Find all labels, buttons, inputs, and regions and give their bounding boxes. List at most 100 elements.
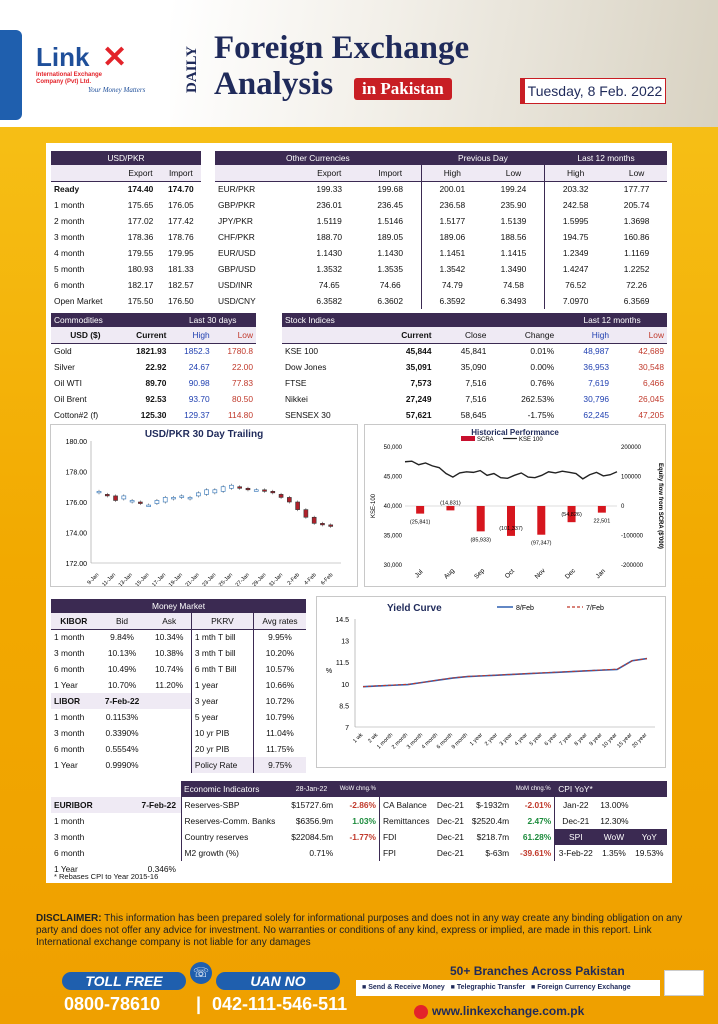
candle (245, 487, 251, 491)
yield-curve-chart: Yield Curve 8/Feb 7/Feb 14.5 13 11.5 10 8.5 7% 1 … (316, 596, 666, 768)
table-row: Oil Brent 92.53 93.70 80.50 (54, 394, 253, 404)
cpi-footnote: * Rebases CPI to Year 2015-16 (54, 872, 159, 881)
economic-indicators-section: Economic Indicators 28-Jan-22 WoW chng.%… (51, 781, 667, 877)
y-left-tick: 35,000 (384, 534, 403, 540)
x-tick-label: 5 year (529, 732, 544, 747)
candle (212, 489, 218, 494)
table-row: USD/INR 74.65 74.66 74.79 74.58 76.52 72.26 (215, 277, 667, 293)
candle (113, 495, 118, 501)
table-row: 1 Year 0.9990% Policy Rate 9.75% (51, 757, 306, 773)
candle (179, 495, 185, 498)
candle (104, 494, 110, 497)
y-right-label: Equity flow from SCRA ($'000) (657, 463, 663, 549)
candle (229, 484, 234, 489)
uan-number: 042-111-546-511 (212, 994, 348, 1014)
table-row: 5 month 180.93 181.33 (54, 264, 194, 274)
footer: TOLL FREE ☏ UAN NO 0800-78610 | 042-111-… (0, 962, 718, 1024)
uan-label: UAN NO (216, 972, 340, 990)
x-tick-label: 21-Jan (185, 572, 201, 586)
table-row: USD/CNY 6.3582 6.3602 6.3592 6.3493 7.0970 6.3… (215, 293, 667, 309)
x-tick-label: 1 wk (352, 732, 364, 744)
y-tick-label: 14.5 (335, 617, 349, 624)
table-row: 3 month 10.13% 10.38% 3 mth T bill 10.20% (51, 645, 306, 661)
table-row: KSE 100 45,844 45,841 0.01% 48,987 42,689 (285, 346, 664, 357)
x-tick-label: 11-Jan (101, 572, 117, 586)
x-tick-label: 10 year (601, 732, 618, 749)
yield-series-line (362, 658, 648, 688)
money-market-table: Money Market KIBOR Bid Ask PKRV Avg rates 1 … (51, 599, 306, 773)
x-tick-label: 3 year (499, 732, 514, 747)
x-tick-label: 15 year (616, 732, 633, 749)
stock-indices-table: Stock Indices Last 12 months Current Close… (282, 313, 667, 423)
table-row: 6 month M2 growth (%) 0.71% FPI Dec-21 $-63m -… (51, 845, 667, 861)
y-left-tick: 40,000 (384, 504, 403, 510)
x-tick-label: 6-Feb (320, 572, 334, 586)
commodities-table: Commodities Last 30 days USD ($) Current Hi… (51, 313, 256, 423)
yield-curve-svg: Yield Curve 8/Feb 7/Feb 14.5 13 11.5 10 8.5 7% 1 … (326, 603, 655, 750)
candle (320, 523, 325, 526)
logo-x-icon: ✕ (102, 41, 128, 74)
table-row: Dow Jones 35,091 35,090 0.00% 36,953 30,548 (285, 362, 664, 372)
table-row: Oil WTI 89.70 90.98 77.83 (54, 378, 253, 388)
candle (129, 500, 135, 503)
table-row: Cotton#2 (f) 125.30 129.37 114.80 (54, 410, 253, 420)
table-row: 6 month 0.5554% 20 yr PIB 11.75% (51, 741, 306, 757)
table-row: Silver 22.92 24.67 22.00 (54, 362, 253, 372)
candle (146, 504, 151, 507)
y-right-tick: 100000 (621, 475, 642, 481)
scra-bar (597, 506, 606, 513)
y-tick-label: 176.00 (66, 500, 88, 507)
table-row: Open Market 175.50 176.50 (54, 296, 194, 306)
service-icon: ■ (531, 984, 536, 991)
website[interactable]: www.linkexchange.com.pk (414, 1002, 714, 1020)
candle (220, 486, 226, 492)
scra-bar (416, 506, 425, 514)
x-tick-label: 2 wk (367, 732, 379, 744)
usdpkr-table: USD/PKR Export Import Ready 174.40 174.70 1 … (51, 151, 201, 309)
x-tick-label: 25-Jan (218, 572, 234, 586)
candle (121, 495, 127, 500)
toll-free-number: 0800-78610 (64, 994, 161, 1014)
x-tick-label: 13-Jan (118, 572, 134, 586)
table-row: 2 month 177.02 177.42 (54, 216, 194, 226)
candle (270, 491, 276, 494)
table-row: 1 month 0.1153% 5 year 10.79% (51, 709, 306, 725)
table-row: 6 month 10.49% 10.74% 6 mth T Bill 10.57% (51, 661, 306, 677)
bar-data-label: (14,831) (440, 500, 461, 506)
table-row: 1 month Reserves-Comm. Banks $6356.9m 1.03%… (51, 813, 667, 829)
x-tick-label: 19-Jan (168, 572, 184, 586)
legend-swatch-scra (461, 436, 475, 441)
service-icon: ■ (362, 984, 367, 991)
x-tick-label: Oct (504, 568, 516, 580)
x-tick-label: 9 month (451, 732, 469, 750)
bar-data-label: (85,933) (470, 537, 491, 543)
disclaimer: DISCLAIMER: This information has been pr… (36, 913, 683, 948)
x-tick-label: 2-Feb (287, 572, 301, 586)
y-tick-label: 8.5 (339, 703, 349, 710)
report-title-line2: Analysis (214, 66, 334, 102)
historical-performance-svg: SCRA KSE 100 50,000 45,000 40,000 35,000 30,00… (371, 436, 663, 581)
award-badge-icon (664, 970, 704, 996)
separator: | (196, 994, 202, 1014)
candle (138, 501, 143, 504)
data-sheet: USD/PKR Export Import Ready 174.40 174.70 1 … (46, 143, 672, 883)
in-pakistan-badge: in Pakistan (354, 78, 452, 100)
header: Link ✕ International Exchange Company (P… (0, 0, 718, 127)
table-row: GBP/USD 1.3532 1.3535 1.3542 1.3490 1.4247 1.2… (215, 261, 667, 277)
bar-data-label: (97,347) (531, 541, 552, 547)
table-row: Ready 174.40 174.70 (54, 184, 194, 195)
table-row: GBP/PKR 236.01 236.45 236.58 235.90 242.58 205… (215, 197, 667, 213)
y-tick-label: 13 (341, 639, 349, 646)
x-tick-label: 9-Jan (86, 572, 100, 586)
x-tick-label: 4-Feb (303, 572, 317, 586)
daily-label: DAILY (184, 46, 200, 94)
table-row: EUR/PKR 199.33 199.68 200.01 199.24 203.32 177… (215, 181, 667, 197)
usdpkr-30day-chart: USD/PKR 30 Day Trailing 180.00 178.00 176.… (50, 424, 358, 588)
legend-label-kse: KSE 100 (519, 437, 543, 443)
x-tick-label: Jul (414, 568, 425, 579)
table-row: 4 month 179.55 179.95 (54, 248, 194, 258)
y-right-tick: 200000 (621, 445, 642, 451)
x-tick-label: 2 year (484, 732, 499, 747)
x-tick-label: Aug (443, 567, 456, 580)
candle (187, 497, 193, 500)
